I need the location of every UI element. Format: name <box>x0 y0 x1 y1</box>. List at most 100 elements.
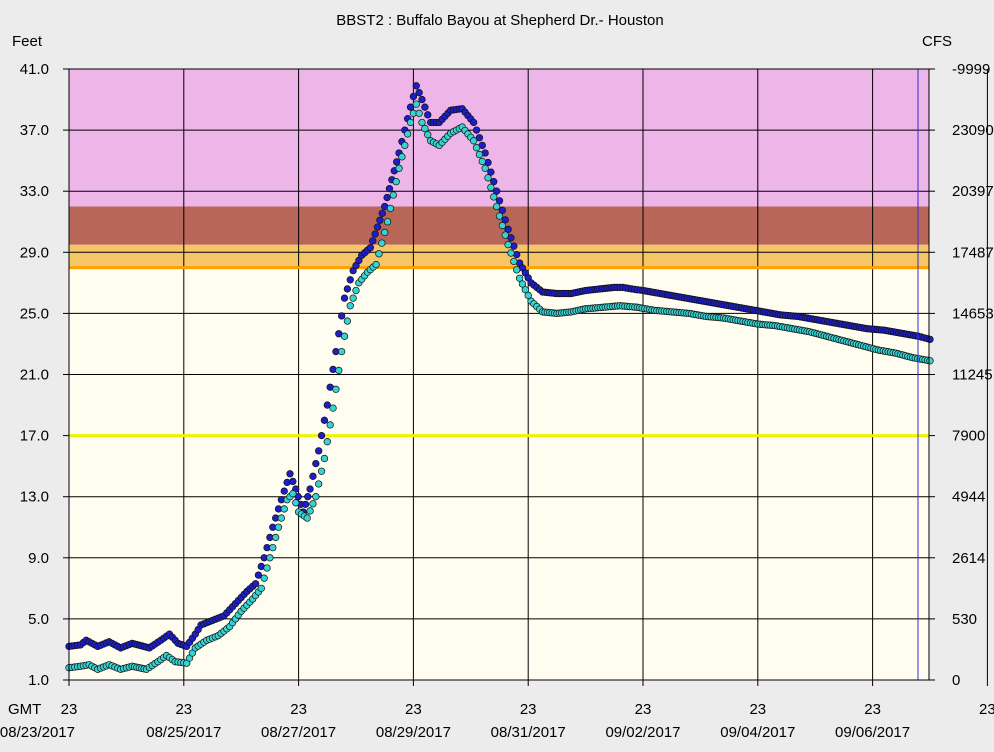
series-0-point-91 <box>320 416 329 424</box>
series-1-point-120 <box>406 118 415 127</box>
series-1-point-155 <box>507 249 515 257</box>
series-1-point-117 <box>398 153 406 161</box>
left-tick-label-7: 29.0 <box>20 244 49 261</box>
series-1-point-116 <box>395 164 403 172</box>
series-0-point-156 <box>501 216 509 224</box>
series-1-point-160 <box>521 286 529 294</box>
left-tick-label-9: 37.0 <box>20 122 49 139</box>
series-1-point-71 <box>266 554 274 562</box>
series-1-point-76 <box>280 505 288 513</box>
series-1-point-124 <box>418 118 426 127</box>
left-tick-label-10: 41.0 <box>20 61 49 78</box>
series-1-point-96 <box>338 347 346 356</box>
x-hour-label-1: 23 <box>175 701 192 718</box>
series-1-point-93 <box>329 404 337 412</box>
x-hour-label-0: 23 <box>61 701 78 718</box>
series-0-point-111 <box>376 216 384 224</box>
left-tick-label-1: 5.0 <box>28 611 49 628</box>
left-tick-label-6: 25.0 <box>20 305 49 322</box>
series-1-point-152 <box>498 221 507 230</box>
right-tick-label-7: 17487 <box>952 244 994 261</box>
x-date-label-7: 09/06/2017 <box>835 724 910 741</box>
series-0-point-151 <box>487 168 495 176</box>
right-tick-label-1: 530 <box>952 611 977 628</box>
series-0-point-98 <box>340 294 349 302</box>
series-1-point-110 <box>378 239 386 247</box>
left-tick-label-5: 21.0 <box>20 367 49 384</box>
series-0-point-147 <box>475 134 484 142</box>
right-tick-label-2: 2614 <box>952 550 985 567</box>
series-1-point-86 <box>309 500 317 508</box>
series-1-point-68 <box>257 584 265 592</box>
right-tick-label-4: 7900 <box>952 428 985 445</box>
series-1-point-161 <box>524 291 532 300</box>
series-0-point-79 <box>289 477 297 486</box>
series-0-point-66 <box>251 580 260 588</box>
series-1-point-156 <box>510 257 518 266</box>
series-0-point-128 <box>421 103 429 111</box>
stage-lines <box>69 266 929 438</box>
left-tick-label-2: 9.0 <box>28 550 49 567</box>
chart-title: BBST2 : Buffalo Bayou at Shepherd Dr.- H… <box>336 12 663 29</box>
series-1-point-90 <box>320 454 329 463</box>
x-date-label-0: 08/23/2017 <box>0 724 75 741</box>
x-hour-label-6: 23 <box>749 701 766 718</box>
right-tick-label-9: 23090 <box>952 122 994 139</box>
data-series <box>65 82 934 673</box>
flood-band-2 <box>69 69 929 207</box>
series-1-point-72 <box>269 543 277 552</box>
series-1-point-122 <box>412 100 420 108</box>
series-0-point-146 <box>472 126 481 134</box>
series-1-point-98 <box>343 317 352 325</box>
x-date-label-6: 09/04/2017 <box>720 724 795 741</box>
series-0-point-107 <box>366 244 375 252</box>
series-1-point-99 <box>346 302 354 310</box>
series-1-point-159 <box>518 280 527 288</box>
right-axis-label: CFS <box>922 33 952 50</box>
x-date-label-1: 08/25/2017 <box>146 724 221 741</box>
series-0-point-99 <box>343 285 352 293</box>
series-0-point-97 <box>338 312 346 320</box>
series-1-point-144 <box>475 150 484 159</box>
series-0-point-84 <box>301 500 310 508</box>
left-tick-label-4: 17.0 <box>20 428 49 445</box>
series-1-point-100 <box>349 294 357 302</box>
series-1-point-84 <box>303 514 311 522</box>
series-0-point-81 <box>294 493 302 501</box>
left-axis-label: Feet <box>12 33 43 50</box>
series-0-point-76 <box>280 487 288 495</box>
series-0-point-90 <box>317 431 326 440</box>
series-0-point-124 <box>409 92 418 101</box>
series-1-point-69 <box>260 574 268 582</box>
right-tick-label-6: 14653 <box>952 305 994 322</box>
series-1-point-89 <box>317 467 326 475</box>
x-hour-label-5: 23 <box>635 701 652 718</box>
series-0-point-85 <box>304 493 312 501</box>
series-1-point-79 <box>289 489 297 498</box>
x-date-label-5: 09/02/2017 <box>605 724 680 741</box>
series-1 <box>65 100 934 673</box>
series-1-point-74 <box>274 523 283 531</box>
series-0-point-112 <box>378 209 386 217</box>
right-tick-label-3: 4944 <box>952 489 985 506</box>
series-0-point-126 <box>415 89 423 97</box>
series-1-point-113 <box>386 204 395 213</box>
series-0-point-123 <box>406 103 415 111</box>
x-hour-label-2: 23 <box>290 701 307 718</box>
series-1-point-111 <box>381 228 389 237</box>
series-1-point-94 <box>332 385 340 393</box>
series-0-point-155 <box>498 206 507 214</box>
x-date-label-4: 08/31/2017 <box>491 724 566 741</box>
series-0-point-118 <box>393 158 401 166</box>
series-0-point-108 <box>369 237 377 245</box>
series-1-point-118 <box>401 141 409 150</box>
series-1-point-119 <box>404 130 412 138</box>
left-tick-label-0: 1.0 <box>28 672 49 689</box>
series-1-point-70 <box>263 564 271 572</box>
right-tick-label-5: 11245 <box>952 367 993 384</box>
x-axis-ticks: 23 23 23 23 23 23 23 23 23 08/23/2017 08/25/2017 08… <box>0 680 994 741</box>
right-tick-label-0: 0 <box>952 672 960 689</box>
series-1-point-101 <box>352 286 360 295</box>
left-axis-ticks: 1.0 5.0 9.0 13.0 17.0 21.0 25.0 29.0 33.0 37.0 41.… <box>20 61 69 689</box>
